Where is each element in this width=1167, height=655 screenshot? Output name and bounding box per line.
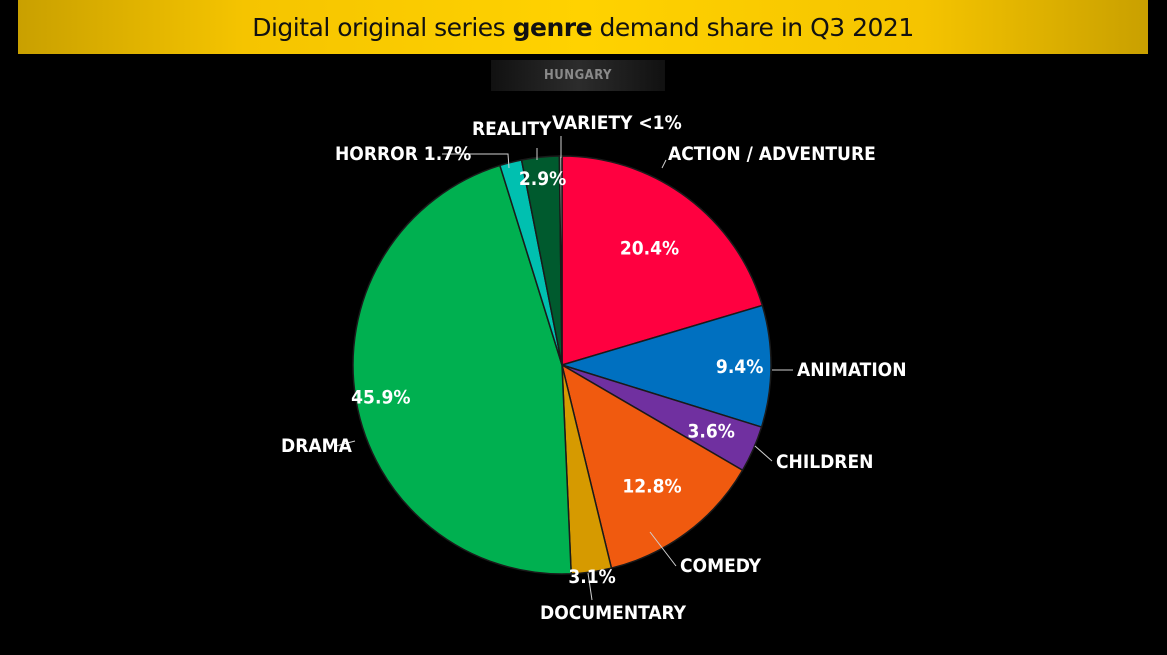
leader-line-comedy bbox=[649, 531, 677, 567]
leader-line-documentary bbox=[587, 572, 593, 601]
slice-label-children: CHILDREN bbox=[776, 451, 873, 473]
leader-line-children bbox=[754, 445, 773, 462]
slice-label-horror: HORROR 1.7% bbox=[335, 143, 471, 165]
slice-label-drama: DRAMA bbox=[281, 435, 353, 457]
leader-line-action-adventure bbox=[661, 159, 667, 169]
slice-value-animation: 9.4% bbox=[716, 356, 763, 378]
chart-title: Digital original series genre demand sha… bbox=[18, 0, 1148, 54]
slice-value-action-adventure: 20.4% bbox=[620, 238, 679, 260]
title-emphasis: genre bbox=[512, 12, 593, 42]
slice-value-children: 3.6% bbox=[687, 421, 734, 443]
slice-label-comedy: COMEDY bbox=[680, 555, 762, 577]
pie-slices bbox=[352, 155, 772, 575]
leader-line-drama bbox=[335, 440, 356, 447]
leader-lines bbox=[335, 136, 793, 601]
pie-slice-comedy bbox=[560, 363, 744, 569]
slice-label-action-adventure: ACTION / ADVENTURE bbox=[668, 143, 876, 165]
title-suffix: demand share in Q3 2021 bbox=[592, 12, 915, 42]
slice-value-documentary: 3.1% bbox=[568, 566, 615, 588]
pie-slice-action-adventure bbox=[561, 155, 764, 367]
slice-label-documentary: DOCUMENTARY bbox=[540, 602, 687, 624]
leader-line-horror bbox=[442, 153, 510, 169]
slice-value-comedy: 12.8% bbox=[622, 476, 681, 498]
slice-label-reality: REALITY bbox=[472, 118, 552, 140]
region-badge: HUNGARY bbox=[491, 60, 665, 91]
slice-value-drama: 45.9% bbox=[351, 387, 410, 409]
title-prefix: Digital original series bbox=[252, 12, 513, 42]
pie-slice-animation bbox=[559, 304, 772, 429]
pie-slice-drama bbox=[352, 164, 572, 575]
slice-value-reality: 2.9% bbox=[519, 168, 566, 190]
slice-labels: ACTION / ADVENTURE 20.4% ANIMATION 9.4% CHIL… bbox=[281, 112, 907, 624]
slice-label-variety: VARIETY <1% bbox=[552, 112, 682, 134]
slice-label-animation: ANIMATION bbox=[797, 359, 907, 381]
